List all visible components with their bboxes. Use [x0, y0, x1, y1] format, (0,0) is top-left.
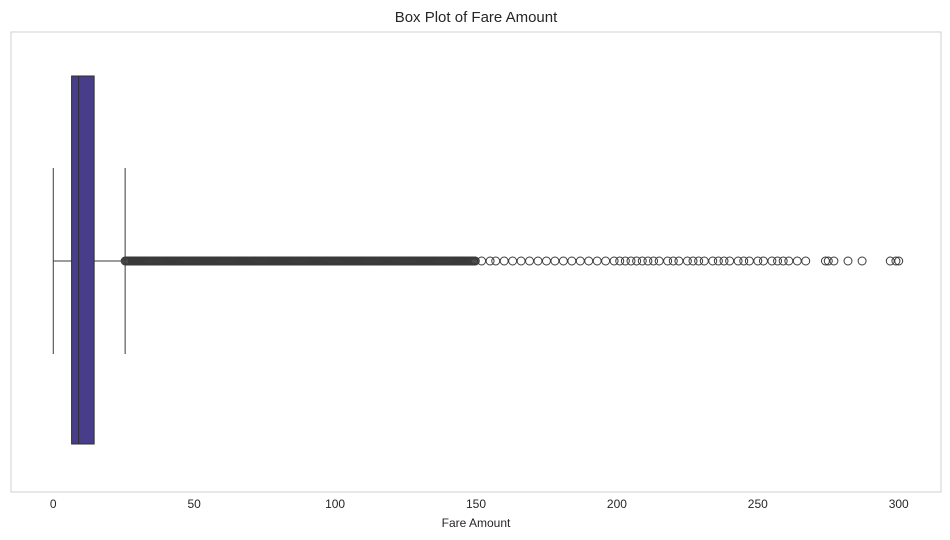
outlier-point [823, 256, 833, 266]
outlier-point [663, 256, 673, 266]
outlier-point [694, 256, 704, 266]
outlier-point [778, 256, 788, 266]
outlier-markers [120, 256, 904, 266]
x-axis-label: Fare Amount [442, 516, 511, 530]
outlier-point [708, 256, 718, 266]
outlier-point [615, 256, 625, 266]
outlier-point [719, 256, 729, 266]
x-tick-label: 200 [607, 497, 627, 511]
x-tick-label: 100 [325, 497, 345, 511]
outlier-point [643, 256, 653, 266]
outlier-point [620, 256, 630, 266]
x-tick-label: 0 [50, 497, 57, 511]
outlier-point [891, 256, 901, 266]
outlier-point [894, 256, 904, 266]
outlier-point [470, 256, 480, 266]
box-element [52, 75, 126, 445]
outlier-point [739, 256, 749, 266]
outlier-point [767, 256, 777, 266]
outlier-point [632, 256, 642, 266]
outlier-point [829, 256, 839, 266]
iqr-box [71, 75, 95, 445]
outlier-point [637, 256, 647, 266]
outlier-point [649, 256, 659, 266]
x-tick-label: 150 [466, 497, 486, 511]
x-axis-ticks: 0 50 100 150 200 250 300 [50, 497, 909, 511]
x-tick-label: 300 [889, 497, 909, 511]
outlier-point [682, 256, 692, 266]
outlier-point [857, 256, 867, 266]
outlier-point [626, 256, 636, 266]
outlier-point [753, 256, 763, 266]
outlier-point [668, 256, 678, 266]
outlier-point [733, 256, 743, 266]
outlier-point [773, 256, 783, 266]
x-tick-label: 250 [748, 497, 768, 511]
outlier-point [688, 256, 698, 266]
outlier-point [485, 256, 495, 266]
outlier-point [801, 256, 811, 266]
chart-title: Box Plot of Fare Amount [395, 9, 558, 26]
outlier-point [713, 256, 723, 266]
x-tick-label: 50 [188, 497, 202, 511]
outlier-point [609, 256, 619, 266]
outlier-point [843, 256, 853, 266]
